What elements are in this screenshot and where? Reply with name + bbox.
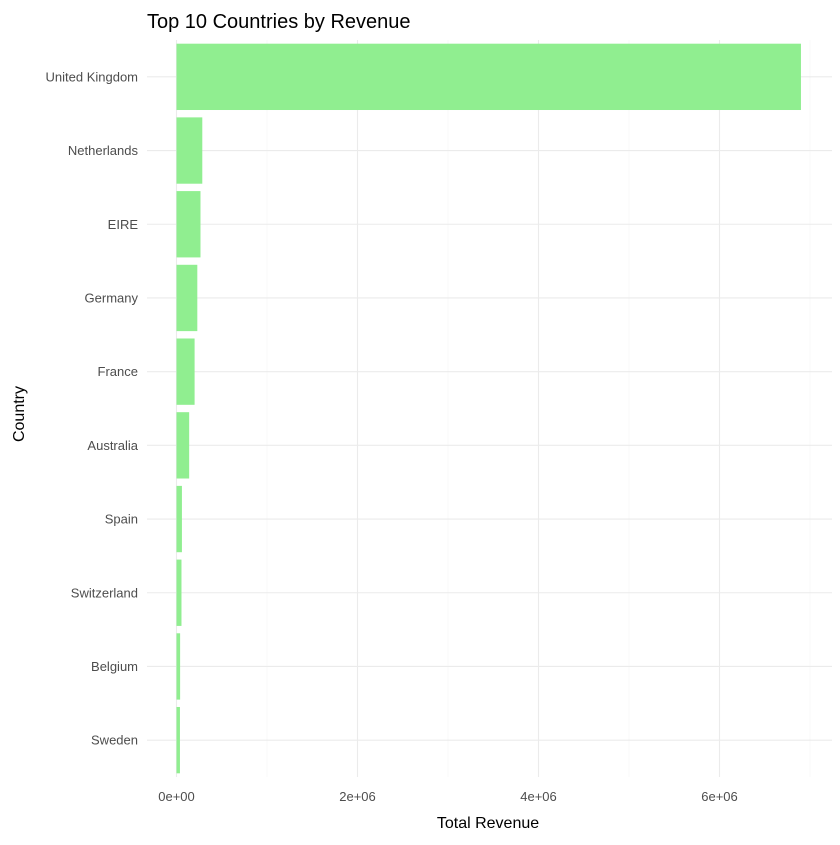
bar-switzerland [176, 559, 182, 626]
bar-spain [176, 485, 182, 553]
y-tick-label-belgium: Belgium [91, 659, 138, 674]
bar-australia [176, 412, 190, 479]
bar-united-kingdom [176, 43, 801, 111]
y-tick-label-france: France [98, 364, 138, 379]
x-tick-label-0: 0e+00 [158, 789, 195, 804]
bar-netherlands [176, 117, 203, 184]
bar-germany [176, 264, 198, 332]
y-tick-label-eire: EIRE [108, 217, 139, 232]
y-axis-tick-labels: United Kingdom Netherlands EIRE Germany Fran… [46, 69, 139, 747]
x-tick-label-3: 6e+06 [701, 789, 738, 804]
grid [147, 40, 832, 777]
chart-title: Top 10 Countries by Revenue [147, 11, 411, 33]
bar-france [176, 338, 195, 405]
x-tick-label-2: 4e+06 [520, 789, 557, 804]
bar-eire [176, 191, 201, 258]
y-tick-label-sweden: Sweden [91, 733, 138, 748]
y-tick-label-united-kingdom: United Kingdom [46, 69, 139, 84]
y-tick-label-spain: Spain [105, 512, 138, 527]
x-tick-label-1: 2e+06 [339, 789, 376, 804]
y-tick-label-switzerland: Switzerland [71, 585, 138, 600]
y-tick-label-germany: Germany [85, 290, 139, 305]
y-tick-label-netherlands: Netherlands [68, 143, 139, 158]
y-axis-title: Country [11, 386, 28, 442]
bars [176, 43, 801, 774]
y-tick-label-australia: Australia [87, 438, 138, 453]
x-axis-tick-labels: 0e+00 2e+06 4e+06 6e+06 [158, 789, 738, 804]
bar-sweden [176, 706, 180, 774]
bar-belgium [176, 633, 181, 700]
x-axis-title: Total Revenue [437, 815, 539, 832]
